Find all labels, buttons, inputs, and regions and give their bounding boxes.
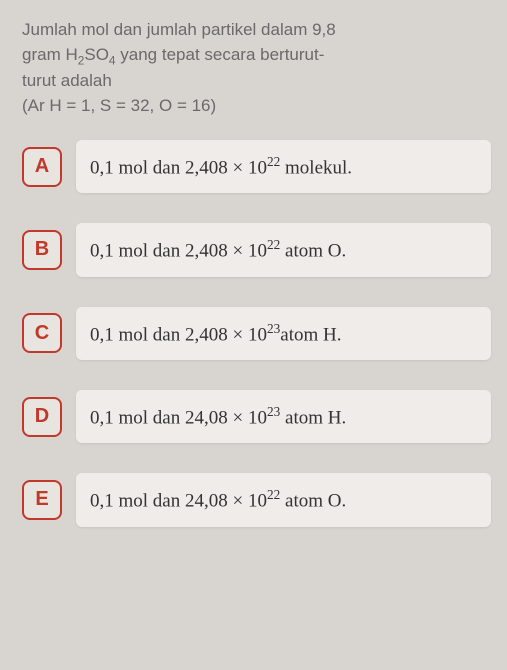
question-line2-post: yang tepat secara berturut-	[116, 45, 325, 64]
question-block: Jumlah mol dan jumlah partikel dalam 9,8…	[22, 18, 491, 116]
option-e-post: atom O.	[280, 491, 346, 512]
option-text-e: 0,1 mol dan 24,08 × 1022 atom O.	[76, 473, 491, 526]
option-row-d[interactable]: D 0,1 mol dan 24,08 × 1023 atom H.	[22, 390, 491, 443]
option-text-c: 0,1 mol dan 2,408 × 1023atom H.	[76, 307, 491, 360]
option-c-pre: 0,1 mol dan 2,408 × 10	[90, 324, 267, 345]
option-e-sup: 22	[267, 487, 280, 502]
option-e-pre: 0,1 mol dan 24,08 × 10	[90, 491, 267, 512]
option-a-pre: 0,1 mol dan 2,408 × 10	[90, 157, 267, 178]
option-b-pre: 0,1 mol dan 2,408 × 10	[90, 241, 267, 262]
options-list: A 0,1 mol dan 2,408 × 1022 molekul. B 0,…	[22, 140, 491, 527]
question-line2-pre: gram H	[22, 45, 78, 64]
option-c-sup: 23	[267, 321, 280, 336]
option-a-post: molekul.	[280, 157, 352, 178]
option-b-sup: 22	[267, 237, 280, 252]
question-sub2: 4	[109, 53, 116, 67]
option-letter-d: D	[22, 397, 62, 437]
option-row-c[interactable]: C 0,1 mol dan 2,408 × 1023atom H.	[22, 307, 491, 360]
question-line2-mid: SO	[84, 45, 109, 64]
option-letter-e: E	[22, 480, 62, 520]
question-text: Jumlah mol dan jumlah partikel dalam 9,8…	[22, 18, 491, 94]
option-b-post: atom O.	[280, 241, 346, 262]
option-text-b: 0,1 mol dan 2,408 × 1022 atom O.	[76, 223, 491, 276]
option-d-sup: 23	[267, 404, 280, 419]
option-c-post: atom H.	[280, 324, 341, 345]
option-letter-a: A	[22, 147, 62, 187]
question-given: (Ar H = 1, S = 32, O = 16)	[22, 96, 491, 116]
option-letter-c: C	[22, 313, 62, 353]
option-d-pre: 0,1 mol dan 24,08 × 10	[90, 407, 267, 428]
option-row-a[interactable]: A 0,1 mol dan 2,408 × 1022 molekul.	[22, 140, 491, 193]
question-line3: turut adalah	[22, 71, 112, 90]
option-row-b[interactable]: B 0,1 mol dan 2,408 × 1022 atom O.	[22, 223, 491, 276]
option-letter-b: B	[22, 230, 62, 270]
option-text-a: 0,1 mol dan 2,408 × 1022 molekul.	[76, 140, 491, 193]
question-line1: Jumlah mol dan jumlah partikel dalam 9,8	[22, 20, 336, 39]
option-a-sup: 22	[267, 154, 280, 169]
option-text-d: 0,1 mol dan 24,08 × 1023 atom H.	[76, 390, 491, 443]
option-d-post: atom H.	[280, 407, 346, 428]
option-row-e[interactable]: E 0,1 mol dan 24,08 × 1022 atom O.	[22, 473, 491, 526]
